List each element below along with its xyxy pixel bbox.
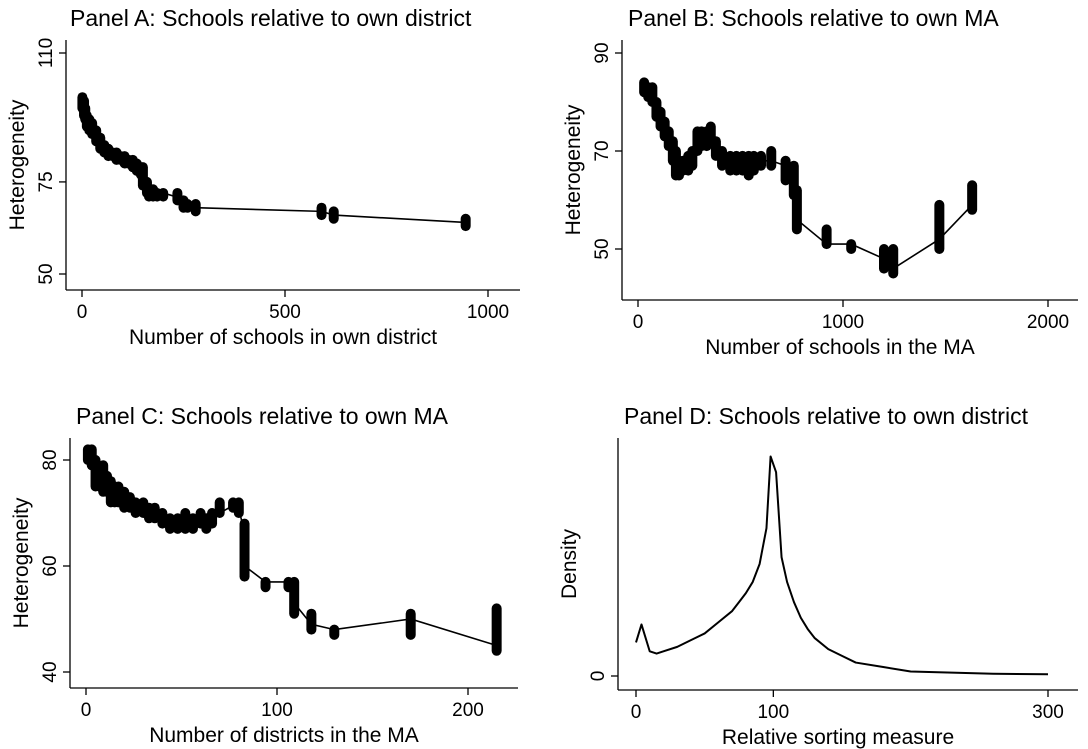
x-axis-label: Number of schools in the MA	[705, 336, 975, 359]
y-tick-label: 50	[36, 263, 57, 284]
panel-c: Panel C: Schools relative to own MA 40 60 8…	[10, 403, 518, 747]
x-tick-label: 100	[757, 702, 789, 723]
panel-d: Panel D: Schools relative to own distric…	[558, 403, 1078, 749]
y-axis-label: Density	[558, 528, 581, 599]
x-tick-label: 100	[261, 700, 293, 721]
y-tick-label: 110	[36, 38, 57, 68]
y-axis-label: Heterogeneity	[6, 99, 29, 230]
x-tick-label: 2000	[1027, 312, 1069, 333]
x-tick-label: 500	[269, 302, 301, 323]
x-tick-label: 0	[631, 702, 642, 723]
x-tick-label: 1000	[822, 312, 864, 333]
x-axis-label: Relative sorting measure	[722, 726, 954, 749]
y-tick-label: 60	[40, 555, 61, 576]
panel-b: Panel B: Schools relative to own MA 50 70 9…	[562, 5, 1078, 359]
x-tick-label: 300	[1032, 702, 1064, 723]
x-axis-label: Number of districts in the MA	[149, 724, 419, 747]
x-axis-label: Number of schools in own district	[129, 326, 437, 349]
panel-title: Panel C: Schools relative to own MA	[76, 403, 449, 429]
y-tick-label: 90	[592, 42, 613, 63]
y-tick-label: 70	[592, 140, 613, 161]
y-tick-label: 75	[36, 171, 57, 192]
y-axis-label: Heterogeneity	[562, 104, 585, 235]
x-tick-label: 200	[452, 700, 484, 721]
panel-title: Panel D: Schools relative to own distric…	[624, 403, 1029, 429]
y-tick-label: 50	[592, 238, 613, 259]
panel-a: Panel A: Schools relative to own distric…	[6, 5, 520, 349]
y-tick-label: 0	[588, 671, 609, 682]
x-tick-label: 0	[77, 302, 88, 323]
x-tick-label: 0	[81, 700, 92, 721]
panel-title: Panel B: Schools relative to own MA	[628, 5, 999, 31]
panel-title: Panel A: Schools relative to own distric…	[70, 5, 472, 31]
y-tick-label: 40	[40, 661, 61, 682]
series-line	[643, 86, 973, 270]
y-tick-label: 80	[40, 449, 61, 470]
x-tick-label: 0	[633, 312, 644, 333]
y-axis-label: Heterogeneity	[10, 497, 33, 628]
density-line	[635, 455, 1049, 676]
x-tick-label: 1000	[467, 302, 509, 323]
